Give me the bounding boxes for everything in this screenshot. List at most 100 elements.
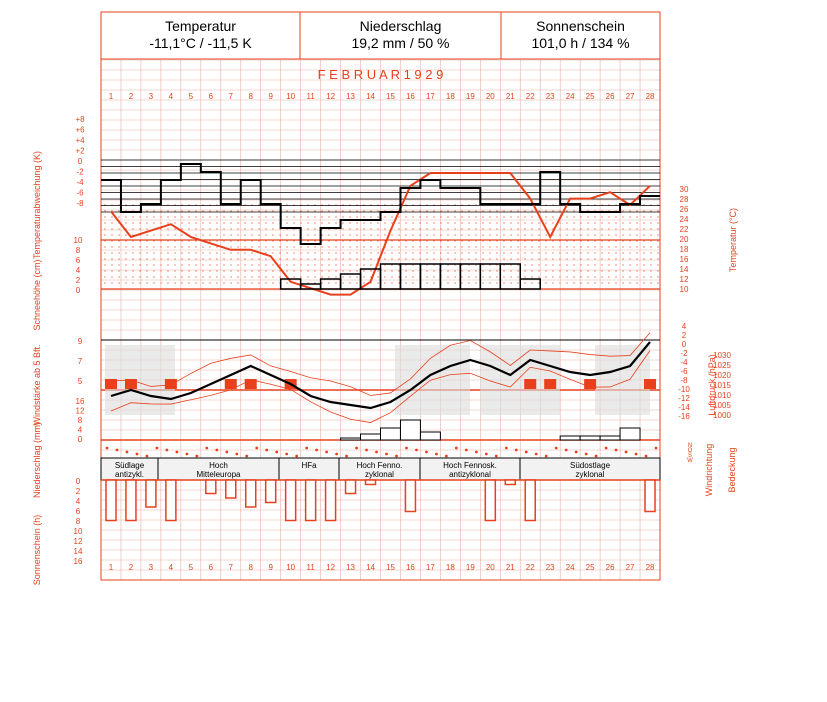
temp-dot [503,276,505,278]
temp-dot [195,210,197,212]
temp-dot [622,276,624,278]
temp-dot [237,222,239,224]
wind-dir-dot [375,450,378,454]
temp-dot [468,276,470,278]
temp-dot [524,234,526,236]
temp-dot [349,228,351,230]
temp-dot [531,270,533,272]
wind-dir-title: Windrichtung [704,444,714,497]
temp-dot [447,234,449,236]
temp-dot [356,216,358,218]
wind-tick: 5 [78,377,83,386]
temp-dot [342,222,344,224]
temp-dot [181,270,183,272]
temp-dot [629,228,631,230]
sun-tick: 14 [74,547,83,556]
wind-dir-dot [145,454,149,458]
temp-dot [377,270,379,272]
temp-dot [622,246,624,248]
temp-dot [468,270,470,272]
temp-dot [552,234,554,236]
temp-dot [223,270,225,272]
temp-dot [146,252,148,254]
temp-dot [433,210,435,212]
temp-dot [608,240,610,242]
temp-dot [160,216,162,218]
temp-dot [489,246,491,248]
temp-dot [139,246,141,248]
temp-dot [629,264,631,266]
temp-dot [139,264,141,266]
temp-dot [615,216,617,218]
temp-dot [650,210,652,212]
temp-dot [132,282,134,284]
temp-dot [251,228,253,230]
day-label-bottom: 11 [306,563,315,572]
temp-dot [650,240,652,242]
temp-dot [230,282,232,284]
sun-bar [644,479,656,513]
temp-dot [573,228,575,230]
temp-dot [636,270,638,272]
temp-dot [433,252,435,254]
day-label-top: 13 [346,92,355,101]
temp-dot [118,264,120,266]
temp-dot [153,276,155,278]
temp-dot [300,210,302,212]
temp-dot [601,252,603,254]
temp-dot [223,264,225,266]
temp-dot [251,210,253,212]
temp-dot [440,240,442,242]
temp-dot [230,222,232,224]
temp-dot [587,216,589,218]
temp-dot [209,258,211,260]
temp-dot [377,228,379,230]
temp-dot [125,276,127,278]
temp-dot [160,282,162,284]
temp-dot [188,258,190,260]
temp-dot [643,216,645,218]
temp-dot [454,270,456,272]
temp-dot [223,258,225,260]
temp-dot [356,270,358,272]
temp-dot [622,210,624,212]
temp-dot [573,282,575,284]
temp-dot [216,276,218,278]
day-label-bottom: 1 [109,563,114,572]
temp-dot [300,252,302,254]
temp-dot [160,210,162,212]
temp-dot [447,282,449,284]
temp-dot [594,270,596,272]
precip-bar [619,427,641,441]
temp-dot [622,252,624,254]
temp-dot [391,252,393,254]
temp-dot [496,228,498,230]
temp-dot [160,240,162,242]
temp-dot [440,210,442,212]
temp-dot [160,258,162,260]
pressure-tick: -8 [680,376,688,385]
temp-dot [650,282,652,284]
temp-dot [601,282,603,284]
temp-dot [230,270,232,272]
temp-dot [475,228,477,230]
temp-dot [342,276,344,278]
temp-dot [503,270,505,272]
temp-dot [167,246,169,248]
temp-dot [265,246,267,248]
temp-dot [608,216,610,218]
temp-dot [419,252,421,254]
temp-dot [265,222,267,224]
temp-dot [566,234,568,236]
temp-dot [587,282,589,284]
temp-dot [188,252,190,254]
temp-dot [279,276,281,278]
temp-dot [573,216,575,218]
temp-dot [384,216,386,218]
temp-dot [195,216,197,218]
temp-dot [601,240,603,242]
temp-dot [230,240,232,242]
precip-bar [559,435,581,441]
temp-dot [615,228,617,230]
